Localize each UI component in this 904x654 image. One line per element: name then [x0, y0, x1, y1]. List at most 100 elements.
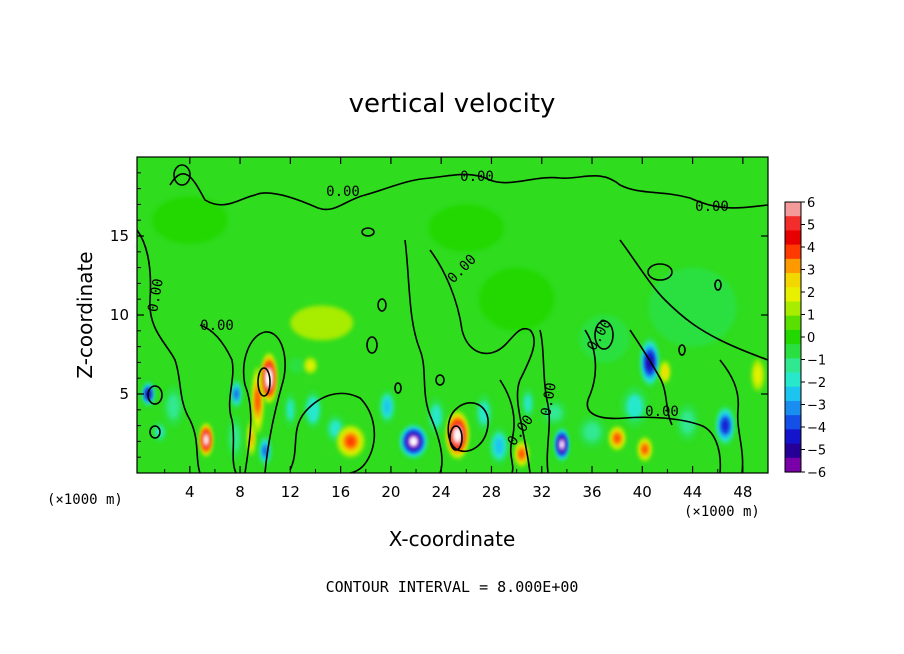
zero-contours	[137, 164, 768, 473]
contour-label: 0.00	[460, 169, 494, 185]
colorbar-swatch	[785, 415, 801, 430]
velocity-cell	[288, 357, 305, 374]
chart-title: vertical velocity	[349, 89, 556, 119]
colorbar-tick-label: 3	[807, 264, 815, 279]
velocity-cell	[546, 405, 563, 421]
y-axis-label: Z-coordinate	[73, 251, 97, 378]
contour-loop	[647, 263, 673, 281]
colorbar-swatch	[785, 386, 801, 402]
velocity-cell	[614, 434, 621, 443]
x-tick-label: 36	[582, 483, 601, 501]
contour-line	[719, 359, 744, 473]
colorbar-tick-label: −3	[807, 399, 826, 414]
colorbar-swatch	[785, 429, 801, 445]
velocity-cell	[428, 204, 505, 252]
colorbar: 6 5 4 3 2 1 0 −1 −2 −3 −4 −5 −6	[784, 196, 826, 481]
colorbar-swatch	[785, 287, 801, 303]
y-tick-label: 5	[119, 385, 129, 403]
x-unit-label-right: (×1000 m)	[684, 504, 760, 520]
x-unit-label-left: (×1000 m)	[47, 492, 123, 508]
colorbar-swatch	[785, 443, 801, 459]
contour-loop	[714, 279, 722, 291]
velocity-cell	[234, 388, 239, 400]
colorbar-swatch	[785, 457, 801, 473]
velocity-cell	[494, 437, 504, 455]
colorbar-swatch	[785, 244, 801, 260]
contour-loop	[173, 164, 191, 186]
velocity-cell	[263, 445, 268, 457]
velocity-cell	[680, 410, 695, 435]
colorbar-tick-label: −6	[807, 466, 826, 481]
colorbar-tick-label: −4	[807, 421, 826, 436]
x-tick-label: 48	[733, 483, 752, 501]
velocity-cell	[560, 441, 564, 448]
velocity-cell	[167, 394, 180, 420]
contour-label: 0.00	[695, 199, 729, 215]
velocity-cell	[430, 404, 442, 428]
velocity-cell	[290, 305, 354, 341]
contour-line	[137, 229, 201, 473]
velocity-cell	[230, 424, 240, 452]
contour-line	[499, 379, 515, 473]
contour-label: 0.00	[326, 184, 360, 200]
velocity-cell	[286, 399, 294, 421]
x-tick-label: 44	[683, 483, 702, 501]
x-tick-label: 12	[281, 483, 300, 501]
colorbar-swatch	[785, 329, 801, 345]
contour-line	[584, 329, 722, 473]
velocity-cell	[524, 393, 532, 414]
contour-line	[629, 329, 673, 426]
y-tick-label: 15	[110, 227, 129, 245]
contour-label: 0.00	[145, 277, 167, 313]
contour-line	[619, 239, 768, 361]
colorbar-swatch	[785, 273, 801, 288]
colorbar-swatch	[785, 372, 801, 388]
x-axis-label: X-coordinate	[389, 527, 516, 551]
x-tick-label: 32	[532, 483, 551, 501]
contour-loop	[257, 367, 271, 397]
velocity-cell	[662, 366, 668, 377]
colorbar-tick-label: 2	[807, 286, 815, 301]
contour-loop	[394, 382, 402, 394]
colorbar-swatch	[785, 202, 801, 217]
contour-line	[404, 239, 443, 473]
velocity-cell	[410, 438, 417, 445]
contour-loop	[147, 385, 163, 405]
colorbar-swatch	[785, 216, 801, 232]
velocity-cell	[579, 315, 630, 363]
plot-area: 0.000.000.000.000.000.000.000.000.000.00	[137, 157, 768, 473]
colorbar-tick-label: 6	[807, 196, 815, 211]
contour-line	[539, 329, 551, 473]
x-tick-label: 24	[432, 483, 451, 501]
contour-loop	[149, 425, 161, 439]
colorbar-tick-label: −1	[807, 354, 826, 369]
velocity-cell	[583, 422, 601, 442]
x-tick-label: 28	[482, 483, 501, 501]
colorbar-swatch	[785, 315, 801, 331]
colorbar-tick-label: 5	[807, 219, 815, 234]
contour-loop	[366, 336, 378, 354]
colorbar-tick-label: −5	[807, 444, 826, 459]
velocity-cell	[383, 398, 391, 415]
contour-interval-text: CONTOUR INTERVAL = 8.000E+00	[326, 578, 579, 596]
contour-loop	[594, 320, 614, 350]
x-tick-label: 40	[633, 483, 652, 501]
contour-loop	[678, 344, 686, 356]
colorbar-tick-label: 1	[807, 309, 815, 324]
contour-line	[242, 331, 286, 473]
velocity-cell	[329, 420, 342, 438]
velocity-cell	[306, 360, 315, 371]
contour-line	[199, 324, 237, 473]
x-tick-label: 4	[185, 483, 195, 501]
colorbar-swatch	[785, 301, 801, 317]
velocity-cell	[754, 365, 762, 385]
contour-loop	[449, 425, 463, 451]
contour-loop	[435, 374, 445, 386]
x-tick-label: 16	[331, 483, 350, 501]
velocity-cell	[478, 267, 555, 331]
velocity-cell	[519, 449, 525, 459]
contour-line	[289, 392, 376, 473]
x-tick-label: 20	[381, 483, 400, 501]
